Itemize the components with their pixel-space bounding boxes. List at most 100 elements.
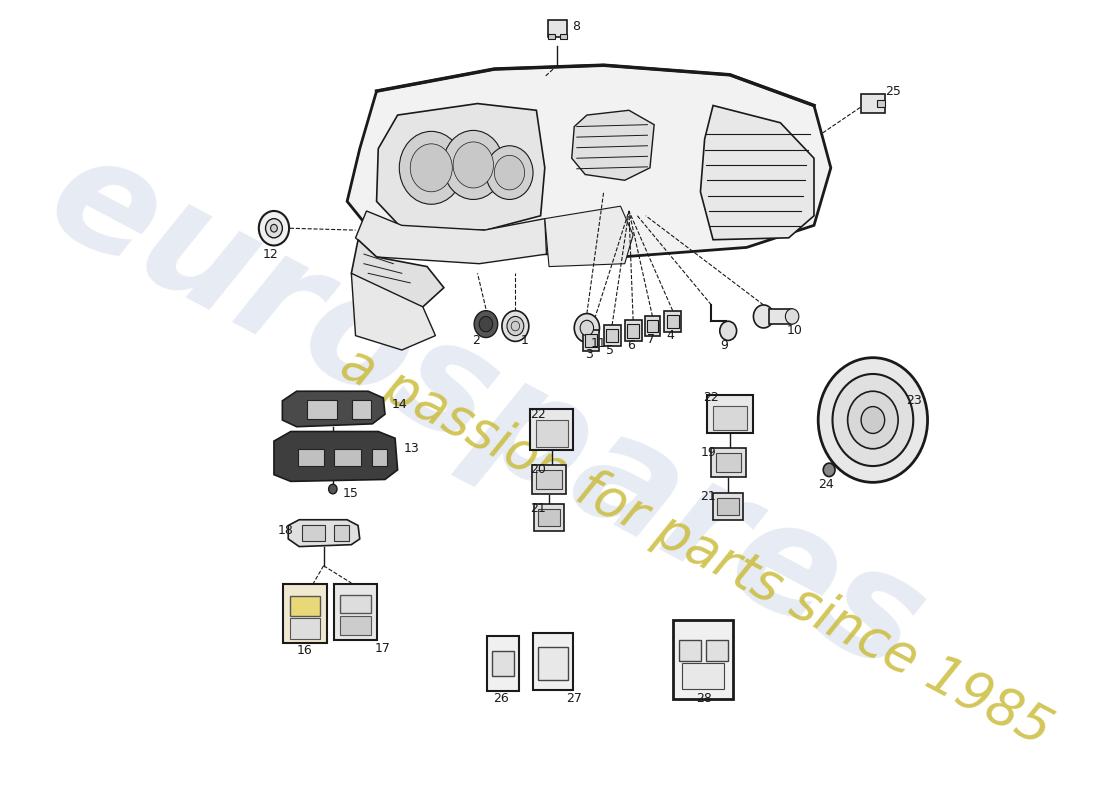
Polygon shape (701, 106, 814, 240)
Circle shape (258, 211, 289, 246)
Bar (604, 325, 620, 346)
Bar (583, 330, 600, 351)
Text: 22: 22 (530, 408, 546, 421)
Text: 28: 28 (696, 692, 712, 705)
Circle shape (848, 391, 898, 449)
Circle shape (410, 144, 452, 192)
Text: 11: 11 (591, 337, 607, 350)
Bar (716, 453, 740, 472)
Bar (333, 526, 349, 541)
Circle shape (453, 142, 494, 188)
Circle shape (512, 322, 519, 331)
Text: 1: 1 (520, 334, 528, 347)
Bar (301, 526, 326, 541)
Bar (664, 310, 681, 332)
Polygon shape (283, 391, 385, 426)
Polygon shape (544, 206, 634, 266)
Bar (538, 647, 569, 680)
Circle shape (754, 305, 773, 328)
Circle shape (833, 374, 913, 466)
Text: 25: 25 (886, 85, 901, 98)
Text: 20: 20 (530, 463, 546, 476)
Circle shape (719, 322, 737, 341)
Text: 21: 21 (530, 502, 546, 514)
Polygon shape (274, 431, 397, 482)
Polygon shape (288, 520, 360, 546)
Polygon shape (376, 103, 544, 230)
Text: 6: 6 (627, 338, 635, 352)
Text: 5: 5 (606, 343, 614, 357)
Circle shape (818, 358, 927, 482)
Text: 2: 2 (472, 334, 480, 347)
Bar (333, 584, 377, 640)
Bar (352, 400, 371, 419)
Bar (548, 20, 566, 38)
Text: 14: 14 (392, 398, 407, 411)
Text: 27: 27 (565, 692, 582, 705)
Bar (627, 324, 639, 338)
Text: 23: 23 (906, 394, 922, 407)
Text: 18: 18 (277, 524, 294, 537)
Circle shape (329, 484, 337, 494)
Text: 4: 4 (667, 329, 674, 342)
Bar (877, 100, 886, 107)
Circle shape (507, 317, 524, 336)
Bar (682, 662, 724, 690)
Bar (487, 636, 519, 691)
Text: 10: 10 (788, 324, 803, 338)
Circle shape (480, 317, 493, 332)
Bar (534, 633, 573, 690)
Text: a passion for parts since 1985: a passion for parts since 1985 (332, 337, 1060, 757)
Text: 21: 21 (701, 490, 716, 503)
Bar (536, 420, 568, 447)
Polygon shape (351, 274, 436, 350)
Bar (606, 329, 618, 342)
Bar (680, 640, 702, 661)
Bar (290, 618, 320, 638)
Bar (538, 509, 560, 526)
Bar (625, 320, 641, 342)
Circle shape (785, 309, 799, 324)
Bar (530, 410, 573, 450)
Bar (537, 470, 562, 489)
Text: 7: 7 (647, 333, 654, 346)
Bar (372, 449, 387, 466)
Bar (560, 34, 566, 39)
Circle shape (486, 146, 534, 199)
Text: 13: 13 (404, 442, 419, 455)
Bar (648, 320, 658, 332)
Bar (861, 94, 884, 113)
Text: 24: 24 (818, 478, 834, 490)
Polygon shape (348, 66, 830, 257)
Polygon shape (355, 211, 547, 264)
Bar (645, 317, 660, 336)
Circle shape (580, 320, 594, 336)
Bar (711, 448, 746, 477)
Circle shape (574, 314, 600, 342)
Bar (283, 584, 327, 643)
Circle shape (494, 155, 525, 190)
Bar (769, 310, 792, 324)
Circle shape (823, 463, 835, 477)
Bar (585, 334, 597, 347)
Bar (717, 498, 739, 515)
Bar (340, 595, 371, 613)
Circle shape (399, 131, 463, 204)
Bar (534, 504, 564, 531)
Bar (713, 493, 744, 520)
Circle shape (443, 130, 504, 199)
Bar (673, 621, 734, 699)
Text: 9: 9 (719, 338, 728, 352)
Text: 19: 19 (701, 446, 716, 459)
Circle shape (861, 406, 884, 434)
Bar (706, 395, 754, 434)
Circle shape (271, 224, 277, 232)
Bar (307, 400, 337, 419)
Bar (297, 449, 324, 466)
Circle shape (265, 218, 283, 238)
Text: 8: 8 (572, 20, 580, 34)
Polygon shape (572, 110, 654, 180)
Bar (667, 314, 679, 328)
Bar (713, 406, 747, 430)
Text: 3: 3 (585, 348, 593, 362)
